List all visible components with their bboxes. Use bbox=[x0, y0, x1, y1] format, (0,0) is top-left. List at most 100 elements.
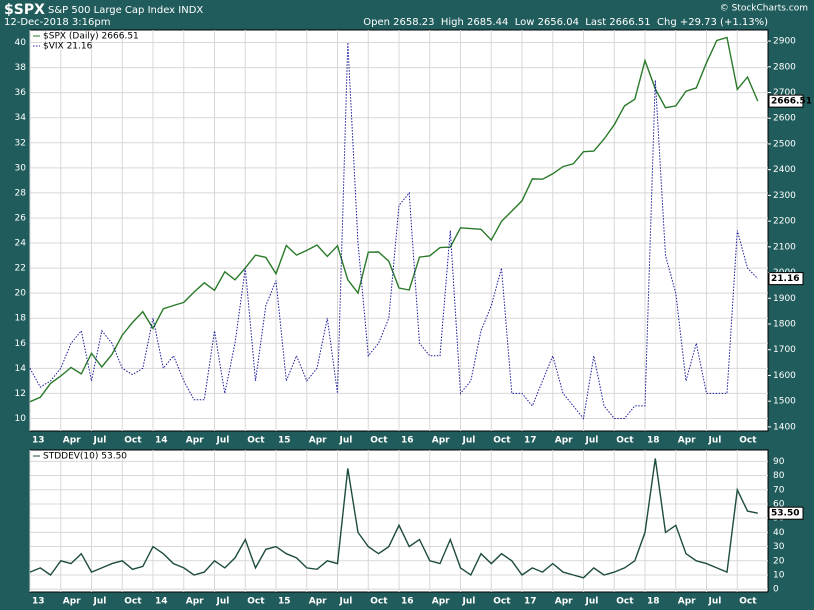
x-tick-label: Jul bbox=[339, 597, 353, 607]
y-tick-label: 20 bbox=[15, 289, 27, 299]
y2-tick-label: 1700 bbox=[773, 345, 796, 355]
y2-tick-label: 2200 bbox=[773, 217, 796, 227]
series-line bbox=[29, 42, 759, 420]
x-tick-label: Oct bbox=[124, 436, 142, 446]
x-tick-label: 17 bbox=[524, 436, 537, 446]
last-value-label: 53.50 bbox=[771, 509, 799, 519]
legend-label: $VIX 21.16 bbox=[43, 42, 93, 52]
y2-tick-label: 1800 bbox=[773, 319, 796, 329]
x-tick-label: Apr bbox=[678, 597, 696, 607]
quote: Open 2658.23 High 2685.44 Low 2656.04 La… bbox=[363, 17, 768, 28]
x-tick-label: 15 bbox=[278, 597, 291, 607]
x-tick-label: Apr bbox=[432, 597, 450, 607]
symbol: $SPX bbox=[4, 2, 45, 18]
legend-label: STDDEV(10) 53.50 bbox=[43, 452, 127, 462]
x-tick-label: Oct bbox=[370, 436, 388, 446]
x-tick-label: Apr bbox=[432, 436, 450, 446]
x-tick-label: Jul bbox=[339, 436, 353, 446]
x-tick-label: Jul bbox=[585, 436, 599, 446]
y2-tick-label: 2500 bbox=[773, 139, 796, 149]
y-tick-label: 28 bbox=[15, 188, 27, 198]
date: 12-Dec-2018 3:16pm bbox=[4, 17, 110, 28]
credit: © StockCharts.com bbox=[720, 4, 808, 14]
y-tick-label: 40 bbox=[15, 38, 27, 48]
x-tick-label: Apr bbox=[63, 436, 81, 446]
x-tick-label: 14 bbox=[155, 436, 168, 446]
last-value-box bbox=[768, 94, 804, 108]
series-line bbox=[29, 36, 759, 403]
x-tick-label: Apr bbox=[555, 436, 573, 446]
x-tick-label: 13 bbox=[32, 597, 45, 607]
y-tick-label: 80 bbox=[773, 471, 785, 481]
x-tick-label: Oct bbox=[616, 436, 634, 446]
x-tick-label: Jul bbox=[216, 597, 230, 607]
y2-tick-label: 1400 bbox=[773, 422, 796, 432]
y-tick-label: 24 bbox=[15, 239, 27, 249]
y2-tick-label: 2300 bbox=[773, 191, 796, 201]
x-tick-label: Oct bbox=[247, 597, 265, 607]
x-tick-label: Apr bbox=[186, 436, 204, 446]
y2-tick-label: 2800 bbox=[773, 62, 796, 72]
x-tick-label: Oct bbox=[739, 436, 757, 446]
y-tick-label: 12 bbox=[15, 389, 26, 399]
y2-tick-label: 2100 bbox=[773, 242, 796, 252]
y2-tick-label: 1600 bbox=[773, 371, 796, 381]
y2-tick-label: 2400 bbox=[773, 165, 796, 175]
y-tick-label: 14 bbox=[15, 364, 27, 374]
x-tick-label: 13 bbox=[32, 436, 45, 446]
y-tick-label: 34 bbox=[15, 113, 27, 123]
y-tick-label: 60 bbox=[773, 499, 785, 509]
y-tick-label: 0 bbox=[773, 585, 779, 595]
y-tick-label: 40 bbox=[773, 528, 785, 538]
y-tick-label: 30 bbox=[773, 542, 785, 552]
y-tick-label: 16 bbox=[15, 339, 27, 349]
x-tick-label: Apr bbox=[555, 597, 573, 607]
x-tick-label: Jul bbox=[93, 436, 107, 446]
y2-tick-label: 1500 bbox=[773, 397, 796, 407]
y-tick-label: 32 bbox=[15, 138, 26, 148]
x-tick-label: Jul bbox=[216, 436, 230, 446]
x-tick-label: Apr bbox=[678, 436, 696, 446]
x-tick-label: 15 bbox=[278, 436, 291, 446]
y2-tick-label: 2900 bbox=[773, 37, 796, 47]
y2-tick-label: 2700 bbox=[773, 88, 796, 98]
y-tick-label: 70 bbox=[773, 485, 785, 495]
x-tick-label: 16 bbox=[401, 597, 414, 607]
x-tick-label: Apr bbox=[186, 597, 204, 607]
last-value-box bbox=[768, 272, 804, 286]
y-tick-label: 36 bbox=[15, 88, 27, 98]
y-tick-label: 18 bbox=[15, 314, 27, 324]
x-tick-label: Oct bbox=[370, 597, 388, 607]
x-tick-label: Apr bbox=[309, 436, 327, 446]
y-tick-label: 10 bbox=[15, 414, 27, 424]
x-tick-label: Jul bbox=[585, 597, 599, 607]
x-tick-label: 16 bbox=[401, 436, 414, 446]
x-tick-label: Oct bbox=[493, 597, 511, 607]
x-tick-label: Jul bbox=[462, 597, 476, 607]
y-tick-label: 10 bbox=[773, 570, 785, 580]
x-tick-label: Oct bbox=[739, 597, 757, 607]
x-tick-label: 14 bbox=[155, 597, 168, 607]
y-tick-label: 38 bbox=[15, 63, 27, 73]
x-tick-label: 18 bbox=[647, 436, 660, 446]
x-tick-label: Jul bbox=[708, 597, 722, 607]
x-tick-label: Oct bbox=[493, 436, 511, 446]
x-tick-label: Jul bbox=[93, 597, 107, 607]
y2-tick-label: 2600 bbox=[773, 114, 796, 124]
legend-label: $SPX (Daily) 2666.51 bbox=[43, 32, 139, 42]
y-tick-label: 22 bbox=[15, 264, 26, 274]
index-name: S&P 500 Large Cap Index INDX bbox=[48, 5, 203, 16]
x-tick-label: 18 bbox=[647, 597, 660, 607]
y-tick-label: 90 bbox=[773, 457, 785, 467]
x-tick-label: Oct bbox=[124, 597, 142, 607]
x-tick-label: Oct bbox=[247, 436, 265, 446]
last-value-box bbox=[768, 506, 804, 520]
x-tick-label: Jul bbox=[462, 436, 476, 446]
x-tick-label: Apr bbox=[309, 597, 327, 607]
y-tick-label: 20 bbox=[773, 556, 785, 566]
y-tick-label: 26 bbox=[15, 213, 27, 223]
y2-tick-label: 1900 bbox=[773, 294, 796, 304]
x-tick-label: 17 bbox=[524, 597, 537, 607]
